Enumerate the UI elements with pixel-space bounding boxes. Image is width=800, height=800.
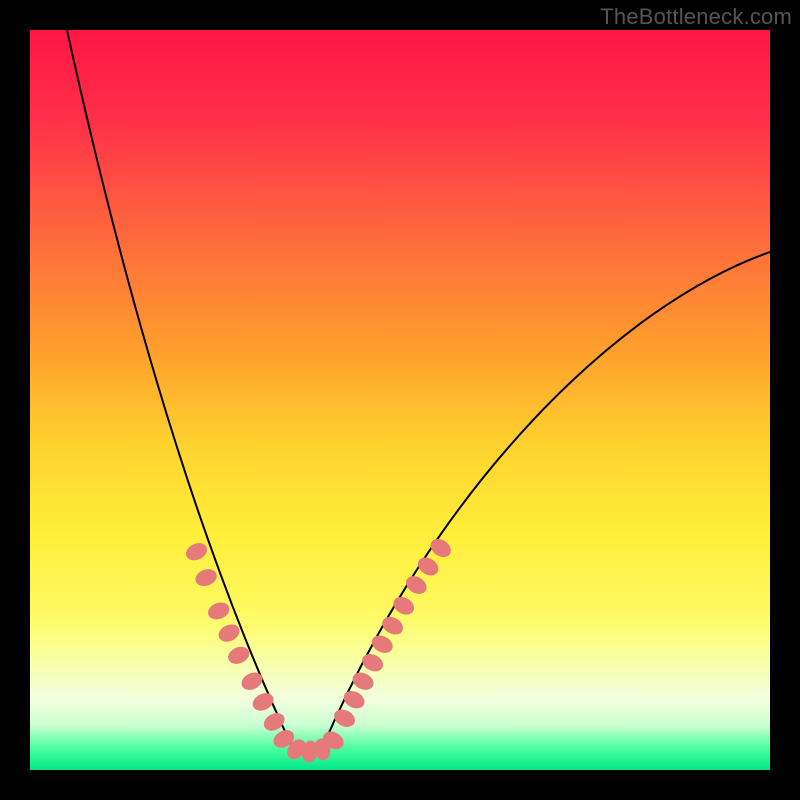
bottleneck-chart bbox=[0, 0, 800, 800]
watermark-text: TheBottleneck.com bbox=[600, 4, 792, 30]
plot-area bbox=[30, 30, 770, 770]
gradient-background bbox=[30, 30, 770, 770]
